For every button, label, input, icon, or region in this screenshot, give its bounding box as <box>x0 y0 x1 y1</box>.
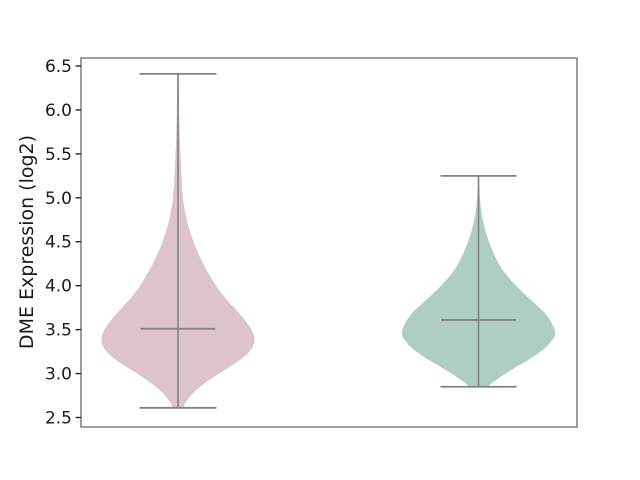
y-tick-label: 5.0 <box>45 189 72 209</box>
y-tick-label: 5.5 <box>45 145 72 165</box>
y-tick-label: 6.0 <box>45 101 72 121</box>
y-tick-label: 3.5 <box>45 321 72 341</box>
y-tick-label: 3.0 <box>45 365 72 385</box>
y-tick-label: 4.0 <box>45 277 72 297</box>
y-tick-label: 6.5 <box>45 57 72 77</box>
y-tick-label: 2.5 <box>45 408 72 428</box>
y-axis-label: DME Expression (log2) <box>16 134 38 350</box>
y-tick-label: 4.5 <box>45 233 72 253</box>
plot-frame <box>80 57 578 428</box>
